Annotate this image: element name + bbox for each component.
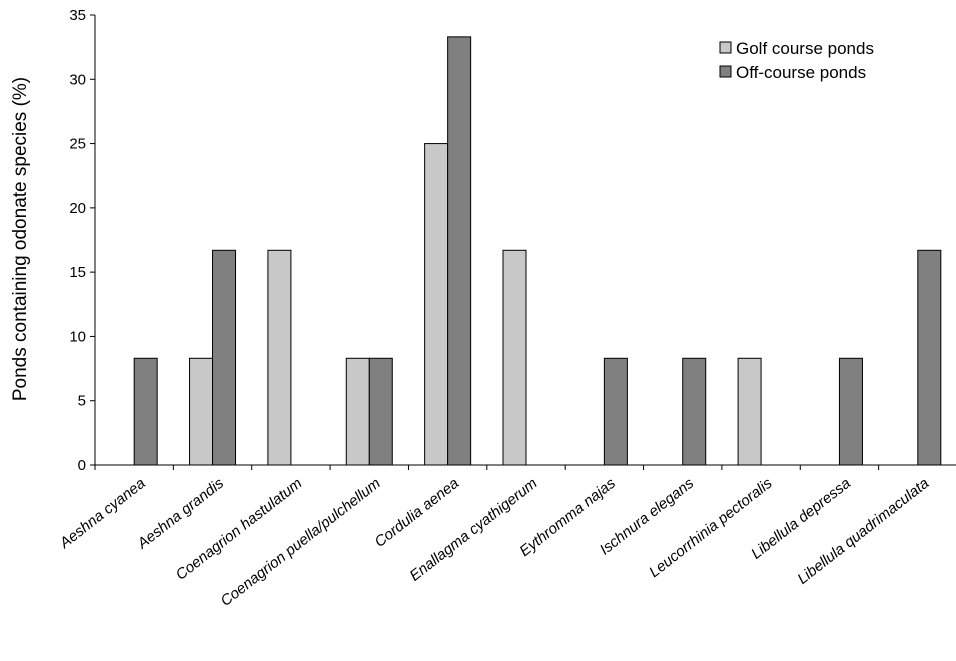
legend-swatch-golf [719,41,732,54]
bar-golf-8 [737,357,762,466]
y-tick-label: 10 [69,328,86,345]
category-label: Libellula quadrimaculata [794,475,932,588]
bar-off-course-4 [447,36,472,466]
bar-golf-1 [189,357,214,466]
y-tick-label: 20 [69,200,86,217]
category-label: Coenagrion puella/pulchellum [218,475,384,610]
bar-off-course-10 [917,249,942,466]
y-tick-label: 35 [69,7,86,24]
y-axis: 0 5 10 15 20 25 30 35 [69,7,96,474]
bar-off-course-0 [133,357,158,466]
y-tick-label: 5 [78,393,86,410]
bar-golf-3 [345,357,370,466]
category-label: Coenagrion hastulatum [173,475,306,584]
bar-golf-2 [267,249,292,466]
bar-off-course-3 [368,357,393,466]
legend-label-golf: Golf course ponds [736,39,874,58]
bars [133,36,942,466]
bar-golf-5 [502,249,527,466]
bar-off-course-1 [212,249,237,466]
x-axis [94,464,956,470]
category-label: Enallagma cyathigerum [406,475,540,585]
bar-off-course-9 [838,357,863,466]
y-tick-label: 0 [78,457,86,474]
bar-off-course-7 [682,357,707,466]
y-tick-label: 25 [69,136,86,153]
legend-label-off-course: Off-course ponds [736,63,866,82]
bar-golf-4 [424,143,449,466]
y-tick-label: 15 [69,264,86,281]
y-axis-label: Ponds containing odonate species (%) [10,77,31,401]
bar-off-course-6 [603,357,628,466]
legend-swatch-off-course [719,65,732,78]
legend: Golf course ponds Off-course ponds [719,39,874,82]
y-tick-label: 30 [69,71,86,88]
